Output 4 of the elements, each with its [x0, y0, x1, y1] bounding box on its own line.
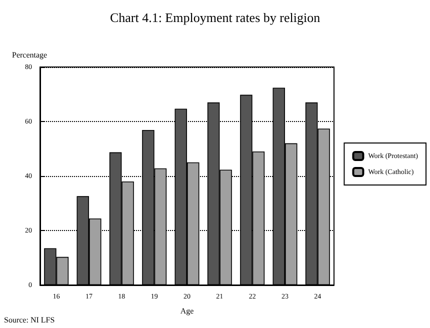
y-axis-title: Percentage [12, 50, 48, 60]
x-axis-title: Age [180, 306, 194, 316]
chart-title: Chart 4.1: Employment rates by religion [110, 10, 321, 25]
source-note: Source: NI LFS [4, 316, 55, 324]
